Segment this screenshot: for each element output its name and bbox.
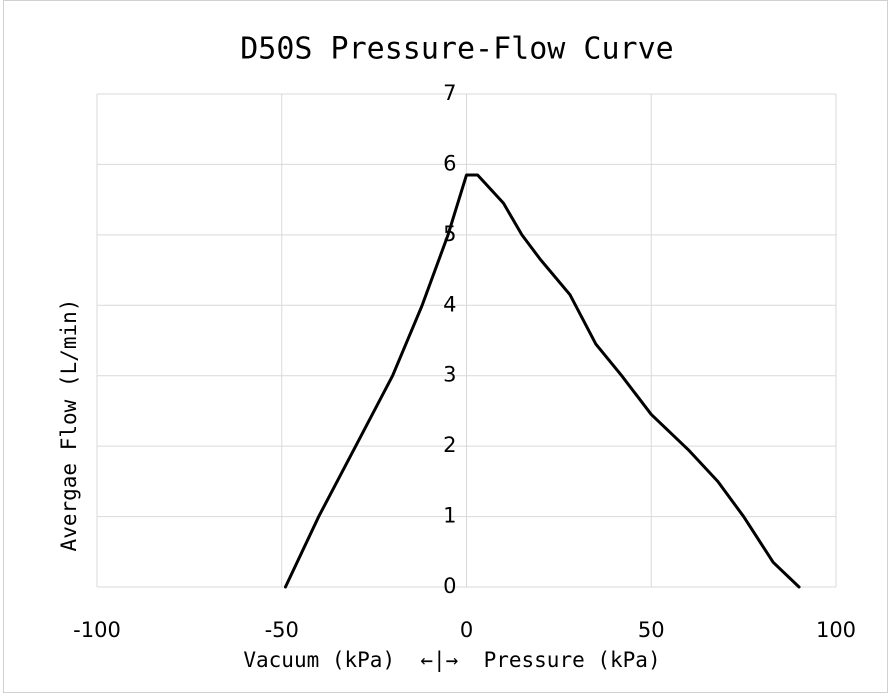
x-tick-label: -50 [265,618,299,642]
chart-title: D50S Pressure-Flow Curve [240,32,673,67]
x-tick-label: -100 [73,618,121,642]
y-tick-label: 3 [443,363,456,387]
chart-frame [3,0,888,693]
x-axis-label: Vacuum (kPa) ←|→ Pressure (kPa) [243,648,660,673]
y-tick-label: 2 [443,433,456,457]
y-tick-label: 1 [443,504,456,528]
y-tick-label: 0 [443,574,456,598]
y-tick-label: 6 [443,151,456,175]
y-axis-label: Avergae Flow (L/min) [57,299,81,552]
x-tick-label: 100 [816,618,856,642]
y-tick-label: 4 [443,292,456,316]
x-tick-label: 50 [638,618,665,642]
line-series [283,173,801,589]
x-tick-label: 0 [460,618,473,642]
y-tick-label: 7 [443,81,456,105]
